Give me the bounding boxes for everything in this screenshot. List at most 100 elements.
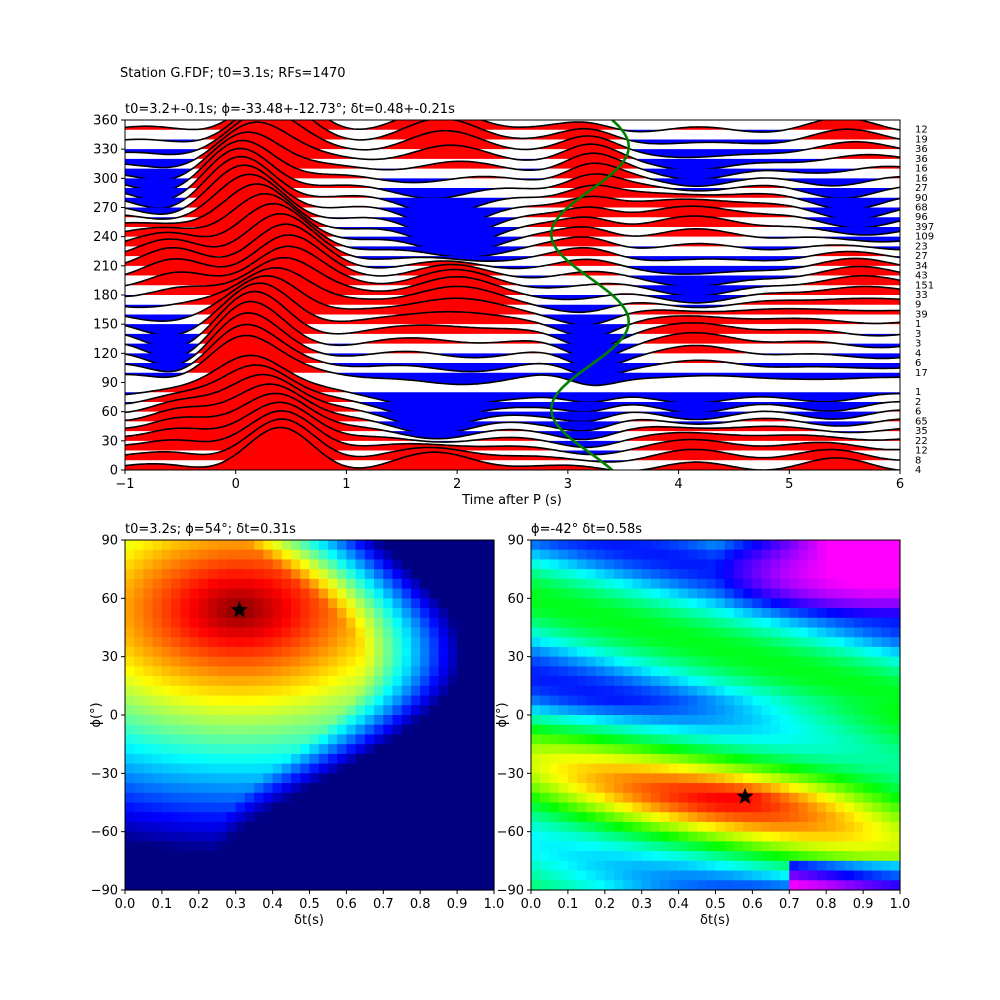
heatmap-cell <box>152 831 163 842</box>
heatmap-cell <box>143 812 154 823</box>
heatmap-cell <box>715 812 726 823</box>
heatmap-cell <box>567 715 578 726</box>
heatmap-cell <box>143 617 154 629</box>
heatmap-cell <box>226 608 237 619</box>
heatmap-cell <box>798 734 809 745</box>
count-label: 36 <box>915 144 928 155</box>
heatmap-cell <box>327 666 338 677</box>
heatmap-cell <box>189 559 200 570</box>
heatmap-cell <box>254 598 264 609</box>
heatmap-cell <box>143 588 154 599</box>
heatmap-cell <box>134 617 145 629</box>
heatmap-cell <box>420 763 431 774</box>
y-tick-label: 0 <box>516 709 524 724</box>
heatmap-cell <box>761 744 772 755</box>
y-tick-label: 300 <box>93 172 118 187</box>
heatmap-cell <box>337 724 347 736</box>
y-tick-label: 210 <box>93 259 118 274</box>
heatmap-cell <box>401 860 412 872</box>
heatmap-cell <box>272 617 283 629</box>
heatmap-cell <box>263 734 274 745</box>
heatmap-cell <box>604 715 615 726</box>
heatmap-cell <box>604 549 615 561</box>
heatmap-cell <box>789 666 800 677</box>
heatmap-cell <box>364 617 375 629</box>
heatmap-cell <box>152 608 163 619</box>
heatmap-cell <box>281 851 292 862</box>
heatmap-cell <box>226 744 237 755</box>
heatmap-cell <box>208 559 218 570</box>
heatmap-cell <box>346 841 357 852</box>
heatmap-cell <box>420 608 431 619</box>
heatmap-cell <box>457 715 467 726</box>
heatmap-cell <box>853 540 864 551</box>
heatmap-cell <box>401 724 412 736</box>
heatmap-cell <box>143 559 154 570</box>
heatmap-cell <box>881 851 892 862</box>
heatmap-cell <box>484 773 495 784</box>
heatmap-cell <box>614 763 624 774</box>
heatmap-cell <box>198 588 209 599</box>
heatmap-cell <box>447 540 458 551</box>
heatmap-cell <box>143 773 154 784</box>
heatmap-cell <box>623 588 634 599</box>
heatmap-cell <box>420 685 431 697</box>
heatmap-cell <box>337 851 347 862</box>
heatmap-cell <box>383 569 394 580</box>
heatmap-cell <box>420 666 431 677</box>
heatmap-cell <box>890 656 901 667</box>
energy-grid-t0-axes: 0.0 0.1 0.2 0.3 0.4 0.5 0.6 0.7 0.8 0.9 1.0−90−60−… <box>91 534 505 913</box>
heatmap-cell <box>244 578 255 590</box>
heatmap-cell <box>226 792 237 804</box>
trace-line <box>125 392 900 441</box>
heatmap-cell <box>161 851 172 862</box>
heatmap-cell <box>392 608 403 619</box>
heatmap-cell <box>567 646 578 658</box>
heatmap-cell <box>244 744 255 755</box>
heatmap-cell <box>475 627 486 638</box>
heatmap-cell <box>235 559 246 570</box>
heatmap-cell <box>853 870 864 881</box>
count-label: 16 <box>915 173 928 184</box>
heatmap-cell <box>457 831 467 842</box>
heatmap-cell <box>226 724 237 736</box>
heatmap-cell <box>300 646 311 658</box>
heatmap-cell <box>337 540 347 551</box>
heatmap-cell <box>438 598 449 609</box>
heatmap-cell <box>669 646 680 658</box>
heatmap-cell <box>401 763 412 774</box>
heatmap-cell <box>733 656 744 667</box>
heatmap-cell <box>254 608 264 619</box>
heatmap-cell <box>355 753 366 765</box>
heatmap-cell <box>678 637 689 648</box>
heatmap-cell <box>623 666 634 677</box>
heatmap-cell <box>577 812 587 823</box>
trace-70 <box>125 364 900 420</box>
heatmap-cell <box>318 821 329 833</box>
heatmap-cell <box>198 802 209 813</box>
trace-line <box>125 245 900 298</box>
heatmap-cell <box>595 559 606 570</box>
heatmap-cell <box>890 705 901 716</box>
heatmap-cell <box>724 821 735 833</box>
heatmap-cell <box>789 773 800 784</box>
heatmap-cell <box>669 608 680 619</box>
heatmap-cell <box>263 646 274 658</box>
heatmap-cell <box>401 841 412 852</box>
heatmap-cell <box>531 540 541 551</box>
heatmap-cell <box>466 724 477 736</box>
heatmap-cell <box>364 880 375 891</box>
heatmap-cell <box>401 540 412 551</box>
trace-negative-fill <box>125 226 900 248</box>
heatmap-cell <box>835 646 846 658</box>
heatmap-cell <box>770 715 781 726</box>
heatmap-cell <box>890 549 901 561</box>
heatmap-cell <box>650 715 661 726</box>
heatmap-cell <box>244 724 255 736</box>
heatmap-cell <box>752 656 763 667</box>
heatmap-cell <box>475 705 486 716</box>
trace-180 <box>125 256 900 304</box>
heatmap-cell <box>743 773 753 784</box>
heatmap-cell <box>217 724 228 736</box>
heatmap-cell <box>558 685 569 697</box>
